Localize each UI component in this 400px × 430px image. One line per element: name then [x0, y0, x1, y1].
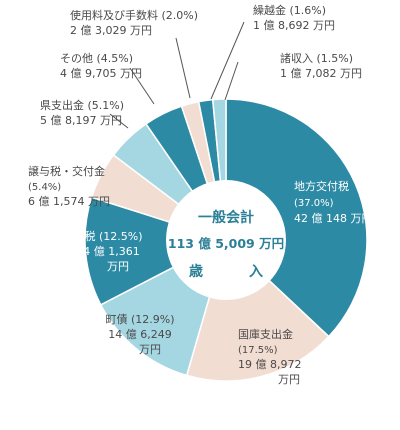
slice-label: 万円 [139, 343, 161, 356]
slice-label: 4 億 9,705 万円 [60, 67, 142, 80]
slice-label: 1 億 8,692 万円 [253, 19, 335, 32]
slice-label: 町債 (12.9%) [105, 312, 174, 326]
pie-slice [225, 98, 368, 338]
center-total: 113 億 5,009 万円 [168, 236, 284, 251]
slice-label: (5.4%) [28, 182, 61, 193]
slice-label: 地方交付税 [294, 179, 349, 193]
slice-label: 繰越金 (1.6%) [253, 3, 326, 17]
slice-label: (37.0%) [294, 198, 334, 209]
slice-label: 万円 [278, 373, 300, 386]
slice-label: 1 億 7,082 万円 [280, 67, 362, 80]
slice-label: 使用料及び手数料 (2.0%) [70, 8, 198, 22]
slice-label: 19 億 8,972 [238, 358, 301, 371]
slice-label: 譲与税・交付金 [28, 164, 105, 178]
leader-lines [109, 21, 245, 129]
slice-label: 5 億 8,197 万円 [40, 114, 122, 127]
slice-label: 42 億 148 万円 [294, 212, 372, 225]
center-title: 一般会計 [198, 209, 254, 226]
slice-label: 14 億 1,361 [76, 245, 139, 258]
slice-label: 6 億 1,574 万円 [28, 195, 110, 208]
center-disc [166, 180, 286, 300]
slice-label: 2 億 3,029 万円 [70, 24, 152, 37]
slice-label: 万円 [107, 260, 129, 273]
slice-label: 県支出金 (5.1%) [40, 98, 124, 112]
slice-label: 諸収入 (1.5%) [280, 51, 353, 65]
leader-line [210, 21, 245, 100]
slice-label: (17.5%) [238, 345, 278, 356]
slice-label: その他 (4.5%) [60, 52, 133, 65]
leader-line [224, 61, 239, 101]
slice-label: 町税 (12.5%) [73, 229, 142, 243]
leader-line [109, 113, 129, 129]
slice-label: 国庫支出金 [238, 327, 293, 341]
pie-slice [84, 196, 228, 306]
leader-line [129, 67, 155, 105]
center-subtitle: 歳 入 [189, 263, 279, 280]
leader-line [175, 37, 191, 99]
slice-label: 14 億 6,249 [108, 328, 171, 341]
